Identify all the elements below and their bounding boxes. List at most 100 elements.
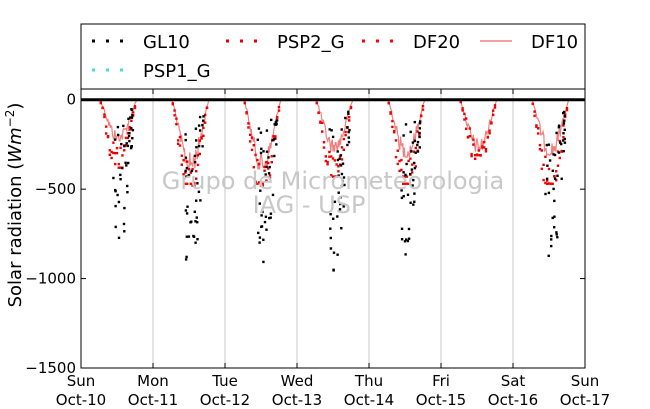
data-point-PSP2_G bbox=[126, 136, 129, 140]
data-point-GL10 bbox=[184, 209, 188, 212]
data-point-DF20 bbox=[555, 170, 558, 173]
legend-label-GL10: GL10 bbox=[143, 32, 190, 53]
data-point-GL10 bbox=[185, 175, 188, 178]
data-point-PSP2_G bbox=[267, 161, 270, 165]
data-point-GL10 bbox=[329, 213, 332, 216]
data-point-GL10 bbox=[563, 137, 566, 141]
data-point-GL10 bbox=[328, 128, 331, 131]
data-point-GL10 bbox=[185, 212, 189, 215]
data-point-GL10 bbox=[122, 222, 126, 226]
data-point-GL10 bbox=[342, 205, 345, 208]
y-axis-label: Solar radiation (Wm−2) bbox=[3, 103, 26, 308]
data-point-DF20 bbox=[420, 114, 423, 118]
data-point-DF20 bbox=[117, 162, 120, 166]
data-point-DF20 bbox=[547, 167, 551, 171]
data-point-GL10 bbox=[342, 176, 346, 179]
data-point-DF20 bbox=[558, 156, 561, 160]
data-point-GL10 bbox=[563, 114, 566, 118]
data-point-DF20 bbox=[407, 182, 410, 185]
data-point-GL10 bbox=[416, 150, 420, 153]
data-point-PSP2_G bbox=[542, 163, 545, 166]
y-tick-label: −1000 bbox=[25, 270, 76, 288]
data-point-GL10 bbox=[418, 122, 422, 125]
data-point-PSP2_G bbox=[331, 175, 335, 178]
data-point-GL10 bbox=[261, 210, 264, 214]
data-point-DF20 bbox=[333, 159, 336, 162]
data-point-DF20 bbox=[267, 167, 270, 170]
data-point-PSP2_G bbox=[110, 156, 113, 160]
legend-marker-PSP2_G bbox=[254, 39, 257, 43]
x-tick-label-day: Tue bbox=[211, 372, 238, 390]
data-point-GL10 bbox=[339, 164, 343, 167]
data-point-GL10 bbox=[201, 145, 204, 148]
data-point-GL10 bbox=[184, 169, 187, 173]
data-point-GL10 bbox=[264, 215, 268, 218]
data-point-DF20 bbox=[468, 127, 471, 130]
data-point-GL10 bbox=[411, 141, 415, 144]
data-point-DF20 bbox=[470, 152, 473, 156]
data-point-GL10 bbox=[263, 220, 267, 224]
data-point-GL10 bbox=[337, 191, 340, 194]
data-point-GL10 bbox=[340, 184, 344, 188]
data-point-GL10 bbox=[130, 145, 133, 148]
data-point-DF20 bbox=[465, 127, 468, 130]
data-point-GL10 bbox=[331, 135, 335, 139]
y-tick-label: −1500 bbox=[25, 359, 76, 377]
data-point-GL10 bbox=[563, 128, 566, 131]
data-point-GL10 bbox=[409, 201, 412, 204]
data-point-DF20 bbox=[483, 140, 486, 144]
data-point-GL10 bbox=[341, 162, 345, 165]
data-point-GL10 bbox=[198, 115, 202, 119]
data-point-GL10 bbox=[332, 269, 335, 272]
data-point-DF20 bbox=[204, 121, 207, 124]
data-point-GL10 bbox=[202, 119, 205, 122]
data-point-GL10 bbox=[119, 173, 122, 177]
data-point-DF20 bbox=[252, 166, 255, 169]
data-point-PSP2_G bbox=[258, 181, 261, 184]
data-point-GL10 bbox=[553, 153, 557, 157]
data-point-PSP2_G bbox=[133, 105, 137, 108]
data-point-GL10 bbox=[416, 140, 420, 144]
data-point-DF20 bbox=[540, 167, 543, 170]
data-point-DF20 bbox=[546, 179, 549, 182]
x-tick-label-day: Mon bbox=[137, 372, 169, 390]
data-point-PSP2_G bbox=[178, 135, 182, 139]
data-point-DF20 bbox=[551, 182, 554, 185]
data-point-GL10 bbox=[265, 129, 269, 132]
data-point-GL10 bbox=[336, 158, 340, 162]
data-point-PSP2_G bbox=[187, 168, 191, 171]
data-point-PSP2_G bbox=[468, 135, 471, 138]
data-point-GL10 bbox=[553, 177, 557, 180]
data-point-GL10 bbox=[259, 189, 262, 192]
data-point-GL10 bbox=[418, 132, 421, 135]
data-point-GL10 bbox=[562, 122, 566, 125]
data-point-DF20 bbox=[533, 114, 536, 117]
data-point-GL10 bbox=[194, 220, 197, 223]
data-point-PSP2_G bbox=[254, 180, 257, 183]
legend-marker-DF20 bbox=[390, 39, 393, 43]
data-point-PSP2_G bbox=[198, 152, 201, 156]
data-point-GL10 bbox=[123, 206, 126, 210]
data-point-GL10 bbox=[407, 227, 411, 231]
data-point-GL10 bbox=[553, 226, 556, 229]
data-point-GL10 bbox=[562, 110, 566, 114]
data-point-PSP2_G bbox=[546, 182, 549, 185]
data-point-DF20 bbox=[322, 146, 326, 149]
data-point-GL10 bbox=[406, 193, 410, 196]
data-point-PSP2_G bbox=[330, 174, 333, 177]
data-point-GL10 bbox=[260, 147, 263, 150]
data-point-DF20 bbox=[493, 104, 497, 107]
data-point-GL10 bbox=[194, 127, 198, 130]
data-point-PSP2_G bbox=[124, 144, 128, 147]
x-tick-label-day: Sun bbox=[571, 372, 600, 390]
data-point-GL10 bbox=[413, 200, 416, 203]
data-point-GL10 bbox=[551, 216, 554, 220]
data-point-PSP2_G bbox=[412, 150, 416, 153]
data-point-GL10 bbox=[403, 240, 407, 243]
data-point-DF20 bbox=[249, 140, 252, 143]
data-point-GL10 bbox=[257, 231, 260, 235]
data-point-GL10 bbox=[563, 141, 567, 144]
data-point-DF20 bbox=[348, 116, 351, 119]
data-point-PSP2_G bbox=[416, 130, 419, 133]
data-point-DF20 bbox=[272, 135, 275, 138]
